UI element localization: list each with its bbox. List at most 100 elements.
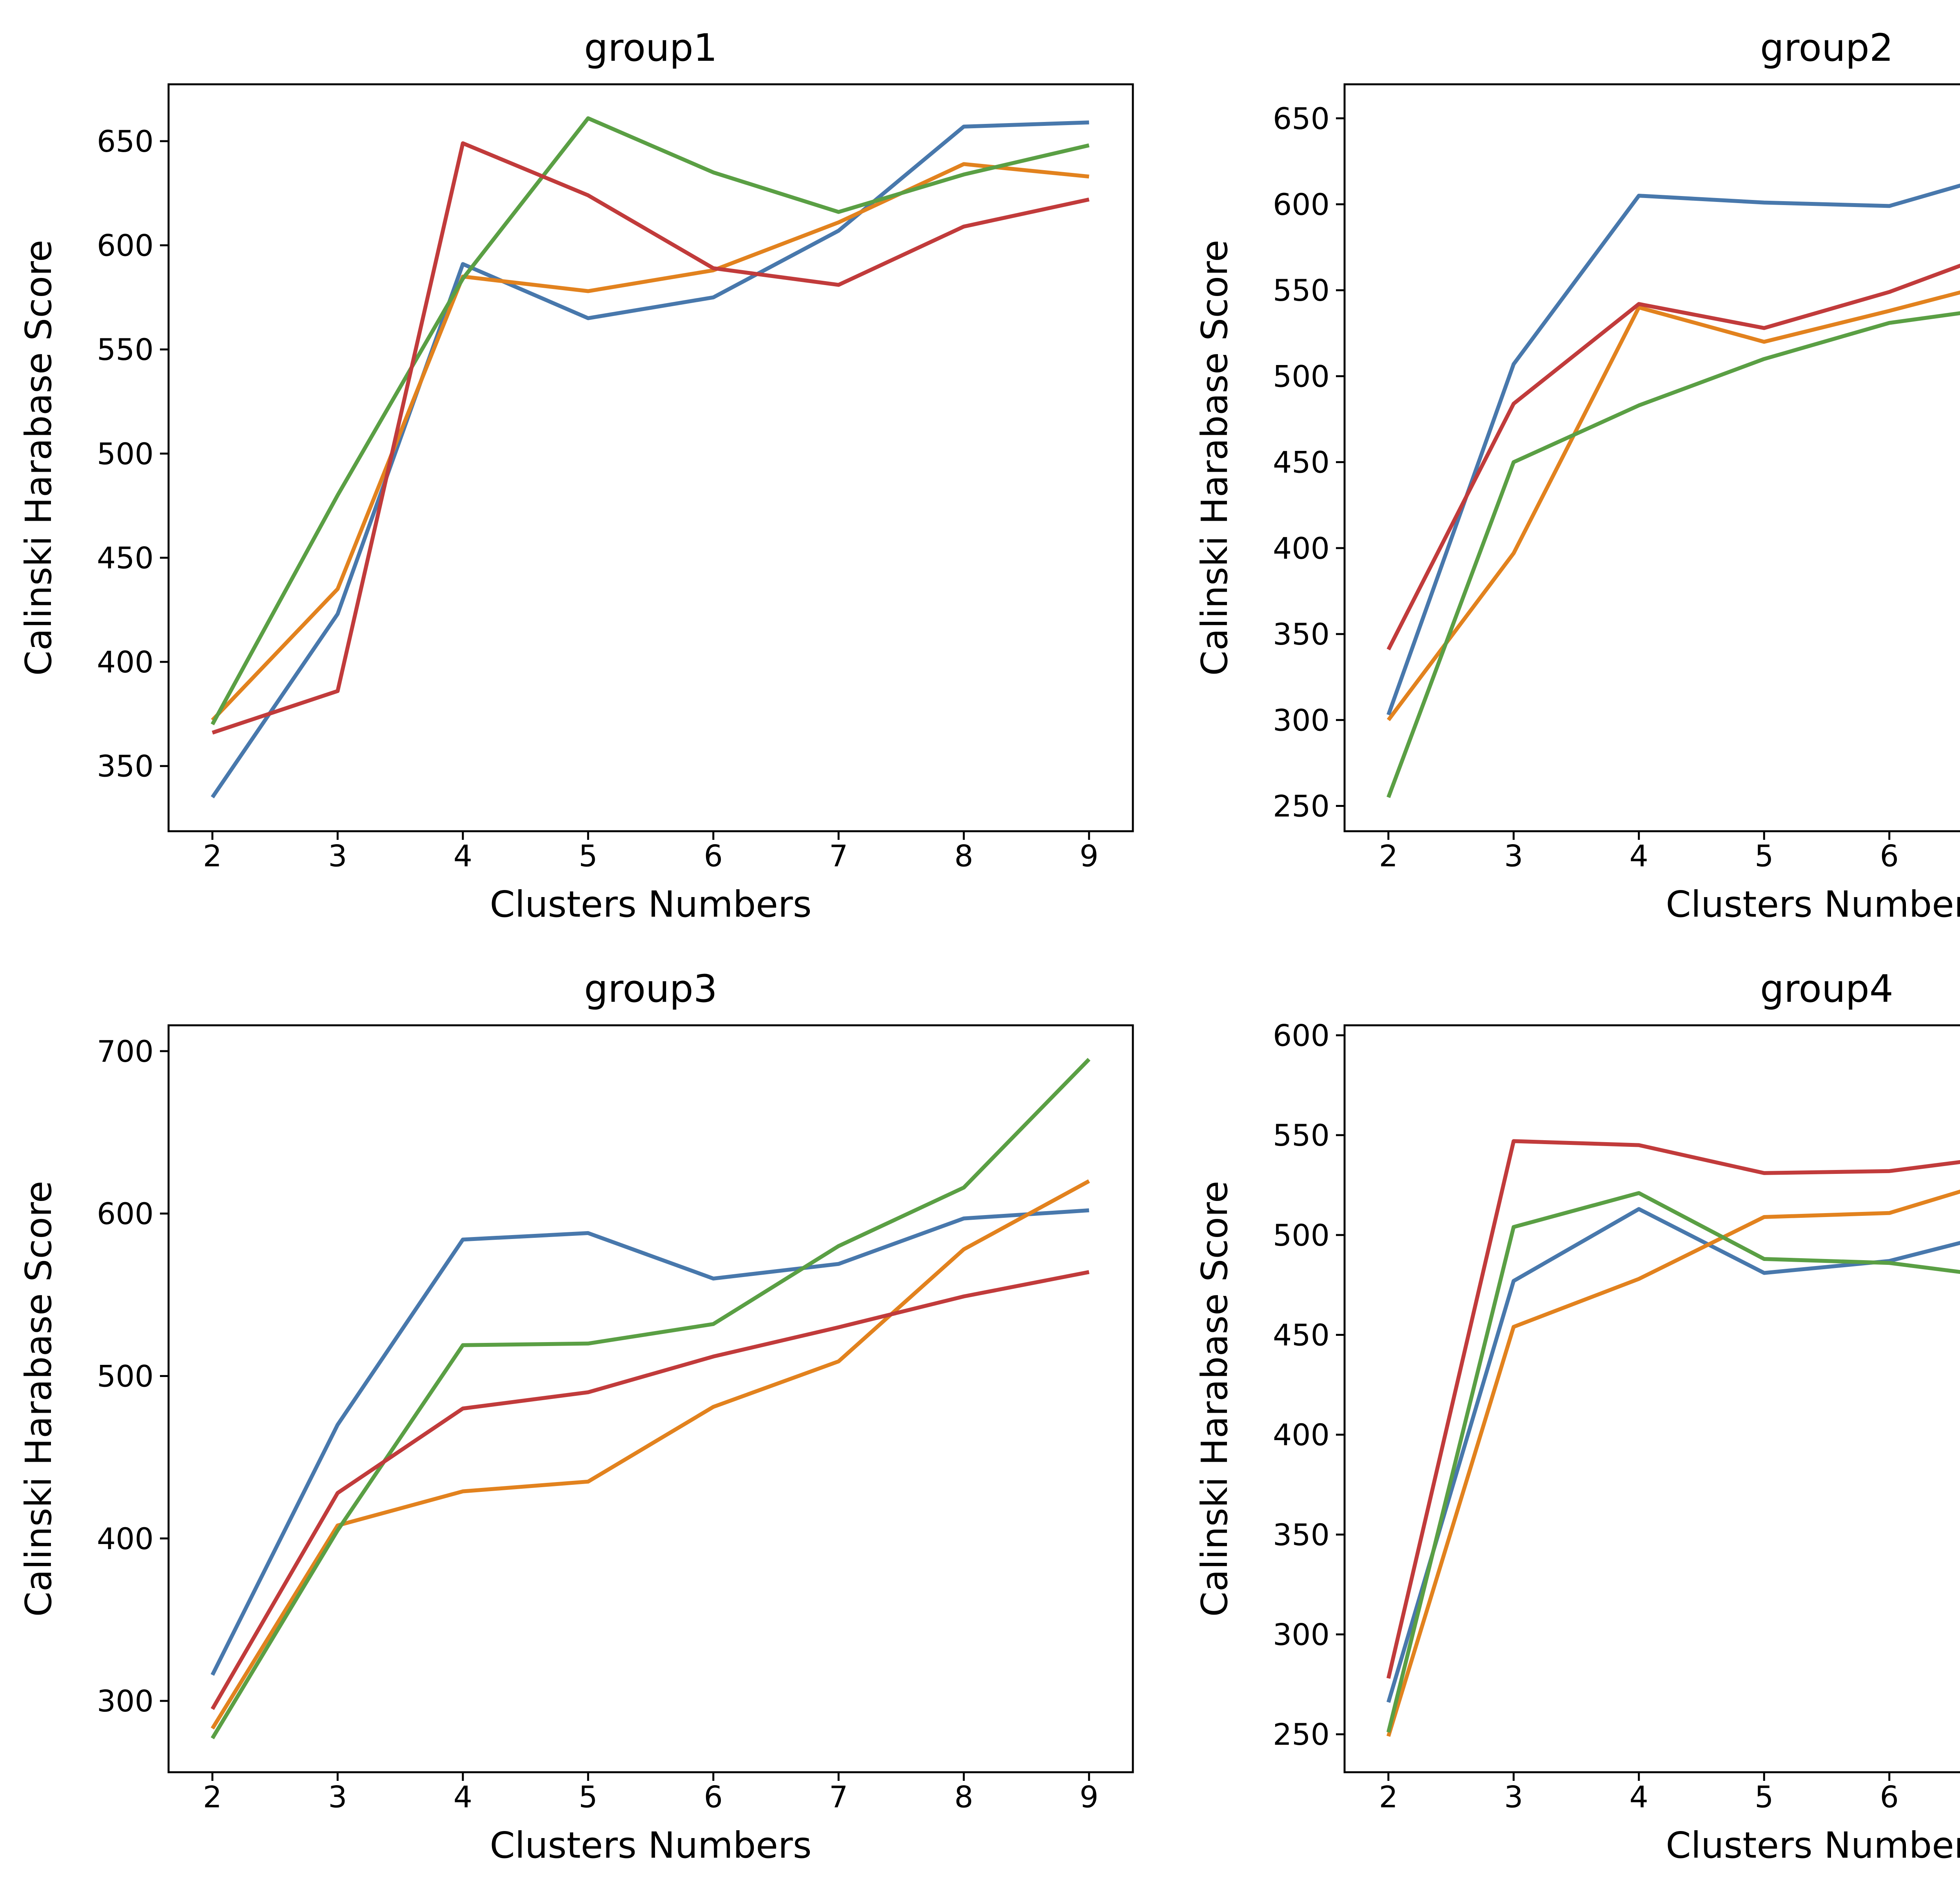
x-tick-label: 2: [203, 1779, 222, 1814]
x-tick-label: 4: [454, 1779, 472, 1814]
y-tick-label: 400: [1273, 1417, 1330, 1452]
x-axis-label: Clusters Numbers: [490, 1824, 811, 1866]
subplot-background: [0, 0, 1176, 941]
x-tick-label: 4: [454, 838, 472, 873]
line-series-green: [1387, 311, 1960, 798]
y-tick-label: 450: [1273, 445, 1330, 480]
line-series-orange: [1387, 1189, 1960, 1737]
x-tick-label: 9: [1080, 1779, 1098, 1814]
y-tick-label: 250: [1273, 1717, 1330, 1752]
y-tick-label: 550: [97, 332, 154, 367]
y-tick-label: 550: [1273, 273, 1330, 308]
y-axis-label: Calinski Harabase Score: [18, 240, 60, 676]
line-series-blue: [211, 120, 1089, 799]
y-tick-label: 600: [97, 228, 154, 263]
line-series-orange: [211, 162, 1089, 722]
x-tick-label: 9: [1080, 838, 1098, 873]
chart-canvas-group1: 2 3 4 5 6 7 8 9 350 400 450 500 550 600 650 group1 Clust…: [0, 0, 1176, 941]
x-tick-label: 3: [328, 1779, 347, 1814]
y-tick-label: 350: [1273, 1517, 1330, 1552]
x-tick-label: 5: [579, 1779, 597, 1814]
x-tick-label: 4: [1630, 838, 1648, 873]
subplot-title: group3: [584, 967, 717, 1011]
y-tick-label: 600: [97, 1196, 154, 1231]
line-series-red: [212, 141, 1090, 735]
x-tick-label: 2: [203, 838, 222, 873]
x-tick-label: 7: [829, 838, 848, 873]
y-tick-label: 500: [97, 436, 154, 471]
subplot-background: [1176, 941, 1960, 1882]
x-tick-label: 8: [955, 1779, 973, 1814]
y-tick-label: 550: [1273, 1118, 1330, 1153]
y-tick-label: 500: [97, 1359, 154, 1393]
x-tick-label: 6: [704, 1779, 723, 1814]
x-tick-label: 2: [1379, 1779, 1398, 1814]
y-axis-label: Calinski Harabase Score: [1194, 1181, 1236, 1617]
y-tick-label: 650: [1273, 101, 1330, 136]
line-series-orange: [1387, 290, 1960, 721]
line-series-blue: [211, 1208, 1089, 1676]
chart-canvas-group2: 23456789250300350400450500550600650group…: [1176, 0, 1960, 941]
x-tick-label: 2: [1379, 838, 1398, 873]
axes-frame: [1343, 1024, 1960, 1773]
line-series-red: [211, 1270, 1090, 1710]
line-series-green: [211, 1058, 1091, 1739]
x-tick-label: 5: [579, 838, 597, 873]
chart-canvas-group3: 2 3 4 5 6 7 8 9 300 400 500 600 700 group3 Clusters Nu…: [0, 941, 1176, 1882]
subplot-title: group2: [1760, 26, 1893, 70]
y-tick-label: 450: [1273, 1317, 1330, 1352]
axes-frame: [167, 1024, 1134, 1773]
x-tick-label: 4: [1630, 1779, 1648, 1814]
x-axis-label: Clusters Numbers: [1666, 1824, 1960, 1866]
axes-frame: [167, 83, 1134, 832]
y-tick-label: 350: [1273, 617, 1330, 652]
line-series-orange: [211, 1179, 1090, 1730]
line-series-blue: [1387, 1207, 1960, 1703]
y-tick-label: 450: [97, 540, 154, 575]
subplot-background: [0, 941, 1176, 1882]
chart-canvas-group4: 23456789250300350400450500550600group4Cl…: [1176, 941, 1960, 1882]
subplot-group2: 23456789250300350400450500550600650group…: [1176, 0, 1960, 941]
line-series-green: [1386, 1191, 1960, 1733]
x-tick-label: 8: [955, 838, 973, 873]
line-series-blue: [1387, 183, 1960, 716]
axes-frame: [1343, 83, 1960, 832]
subplot-title: group1: [584, 26, 717, 70]
y-tick-label: 400: [1273, 531, 1330, 566]
y-tick-label: 500: [1273, 359, 1330, 394]
y-tick-label: 350: [97, 749, 154, 784]
x-tick-label: 5: [1755, 838, 1773, 873]
x-tick-label: 6: [704, 838, 723, 873]
subplot-group1: 2 3 4 5 6 7 8 9 350 400 450 500 550 600 650 group1 Clust…: [0, 0, 1176, 941]
y-axis-label: Calinski Harabase Score: [18, 1181, 60, 1617]
y-tick-label: 500: [1273, 1218, 1330, 1253]
line-series-green: [211, 116, 1090, 725]
x-tick-label: 3: [1504, 1779, 1523, 1814]
y-tick-label: 700: [97, 1034, 154, 1069]
y-tick-label: 300: [1273, 1617, 1330, 1652]
line-series-red: [1387, 263, 1960, 650]
subplot-title: group4: [1760, 967, 1893, 1011]
subplot-group4: 23456789250300350400450500550600group4Cl…: [1176, 941, 1960, 1882]
x-axis-label: Clusters Numbers: [1666, 883, 1960, 925]
y-tick-label: 400: [97, 1521, 154, 1556]
x-tick-label: 6: [1880, 838, 1899, 873]
x-tick-label: 7: [829, 1779, 848, 1814]
y-tick-label: 650: [97, 124, 154, 159]
y-tick-label: 600: [1273, 1018, 1330, 1053]
y-tick-label: 300: [1273, 703, 1330, 738]
x-tick-label: 3: [328, 838, 347, 873]
subplot-background: [1176, 0, 1960, 941]
y-tick-label: 250: [1273, 789, 1330, 824]
y-tick-label: 600: [1273, 187, 1330, 222]
x-axis-label: Clusters Numbers: [490, 883, 811, 925]
line-series-red: [1386, 1139, 1960, 1679]
y-axis-label: Calinski Harabase Score: [1194, 240, 1236, 676]
x-tick-label: 6: [1880, 1779, 1899, 1814]
y-tick-label: 300: [97, 1684, 154, 1719]
x-tick-label: 5: [1755, 1779, 1773, 1814]
subplot-group3: 2 3 4 5 6 7 8 9 300 400 500 600 700 group3 Clusters Nu…: [0, 941, 1176, 1882]
y-tick-label: 400: [97, 645, 154, 679]
x-tick-label: 3: [1504, 838, 1523, 873]
